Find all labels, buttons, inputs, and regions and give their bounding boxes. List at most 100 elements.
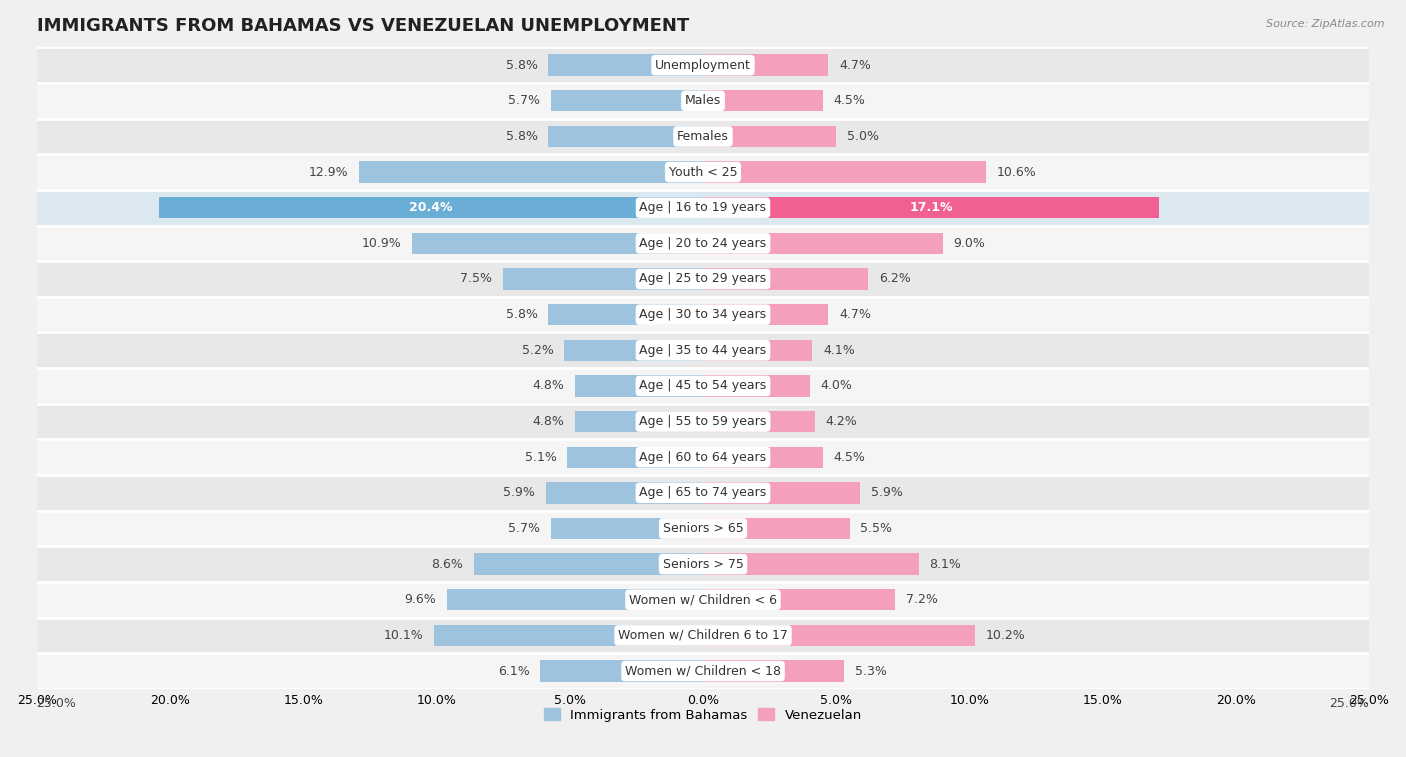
Text: 5.8%: 5.8% <box>506 58 537 72</box>
Text: 5.9%: 5.9% <box>870 486 903 500</box>
Bar <box>548 304 703 326</box>
Bar <box>575 375 703 397</box>
Bar <box>575 411 703 432</box>
Text: 10.1%: 10.1% <box>384 629 423 642</box>
Bar <box>703 553 920 575</box>
Bar <box>548 126 703 147</box>
Text: 25.0%: 25.0% <box>37 696 76 709</box>
Text: 10.9%: 10.9% <box>361 237 402 250</box>
Text: 7.2%: 7.2% <box>905 593 938 606</box>
Text: Males: Males <box>685 95 721 107</box>
Bar <box>703 518 849 539</box>
Bar <box>37 261 1369 297</box>
Bar <box>703 268 869 290</box>
Bar <box>37 403 1369 439</box>
Bar <box>548 55 703 76</box>
Bar <box>540 660 703 682</box>
Text: 4.7%: 4.7% <box>839 308 870 321</box>
Bar <box>551 518 703 539</box>
Bar <box>412 232 703 254</box>
Bar <box>503 268 703 290</box>
Bar <box>703 197 1159 219</box>
Text: Age | 16 to 19 years: Age | 16 to 19 years <box>640 201 766 214</box>
Text: Age | 35 to 44 years: Age | 35 to 44 years <box>640 344 766 357</box>
Bar <box>564 340 703 361</box>
Text: Age | 30 to 34 years: Age | 30 to 34 years <box>640 308 766 321</box>
Text: Females: Females <box>678 130 728 143</box>
Bar <box>359 161 703 182</box>
Bar <box>703 161 986 182</box>
Text: 5.9%: 5.9% <box>503 486 536 500</box>
Text: IMMIGRANTS FROM BAHAMAS VS VENEZUELAN UNEMPLOYMENT: IMMIGRANTS FROM BAHAMAS VS VENEZUELAN UN… <box>37 17 689 35</box>
Bar <box>703 411 815 432</box>
Bar <box>703 375 810 397</box>
Bar <box>37 297 1369 332</box>
Bar <box>447 589 703 610</box>
Text: 5.0%: 5.0% <box>846 130 879 143</box>
Bar <box>546 482 703 503</box>
Text: Women w/ Children < 18: Women w/ Children < 18 <box>626 665 780 678</box>
Text: Unemployment: Unemployment <box>655 58 751 72</box>
Bar <box>37 226 1369 261</box>
Text: 4.8%: 4.8% <box>533 379 564 392</box>
Bar <box>37 83 1369 119</box>
Bar <box>37 653 1369 689</box>
Text: 4.2%: 4.2% <box>825 415 858 428</box>
Bar <box>37 48 1369 83</box>
Text: 9.6%: 9.6% <box>405 593 436 606</box>
Text: Women w/ Children < 6: Women w/ Children < 6 <box>628 593 778 606</box>
Bar <box>37 332 1369 368</box>
Bar <box>703 304 828 326</box>
Text: Age | 45 to 54 years: Age | 45 to 54 years <box>640 379 766 392</box>
Text: 17.1%: 17.1% <box>910 201 953 214</box>
Text: 25.0%: 25.0% <box>1330 696 1369 709</box>
Text: Age | 55 to 59 years: Age | 55 to 59 years <box>640 415 766 428</box>
Bar <box>37 582 1369 618</box>
Bar <box>703 232 943 254</box>
Text: 5.7%: 5.7% <box>509 522 540 535</box>
Text: 20.4%: 20.4% <box>409 201 453 214</box>
Bar <box>703 126 837 147</box>
Bar <box>703 625 974 646</box>
Text: 4.8%: 4.8% <box>533 415 564 428</box>
Bar <box>37 119 1369 154</box>
Bar <box>37 439 1369 475</box>
Bar <box>474 553 703 575</box>
Bar <box>37 190 1369 226</box>
Bar <box>37 511 1369 547</box>
Text: 12.9%: 12.9% <box>309 166 349 179</box>
Bar <box>703 482 860 503</box>
Text: 5.2%: 5.2% <box>522 344 554 357</box>
Bar <box>159 197 703 219</box>
Text: Youth < 25: Youth < 25 <box>669 166 737 179</box>
Text: 8.6%: 8.6% <box>432 558 463 571</box>
Bar <box>37 368 1369 403</box>
Text: 6.1%: 6.1% <box>498 665 530 678</box>
Bar <box>434 625 703 646</box>
Text: 8.1%: 8.1% <box>929 558 962 571</box>
Text: 4.0%: 4.0% <box>820 379 852 392</box>
Bar <box>37 154 1369 190</box>
Text: 4.1%: 4.1% <box>823 344 855 357</box>
Bar <box>703 90 823 111</box>
Text: Age | 60 to 64 years: Age | 60 to 64 years <box>640 450 766 464</box>
Bar <box>703 589 896 610</box>
Bar <box>703 340 813 361</box>
Text: 4.5%: 4.5% <box>834 450 866 464</box>
Bar <box>703 55 828 76</box>
Bar <box>37 547 1369 582</box>
Legend: Immigrants from Bahamas, Venezuelan: Immigrants from Bahamas, Venezuelan <box>538 703 868 727</box>
Text: 5.8%: 5.8% <box>506 308 537 321</box>
Text: Seniors > 65: Seniors > 65 <box>662 522 744 535</box>
Bar <box>37 618 1369 653</box>
Text: 6.2%: 6.2% <box>879 273 911 285</box>
Text: 10.6%: 10.6% <box>997 166 1036 179</box>
Bar <box>37 190 1369 226</box>
Bar <box>37 475 1369 511</box>
Text: Age | 65 to 74 years: Age | 65 to 74 years <box>640 486 766 500</box>
Text: Age | 20 to 24 years: Age | 20 to 24 years <box>640 237 766 250</box>
Text: 5.3%: 5.3% <box>855 665 887 678</box>
Text: Source: ZipAtlas.com: Source: ZipAtlas.com <box>1267 19 1385 29</box>
Text: Seniors > 75: Seniors > 75 <box>662 558 744 571</box>
Text: 5.5%: 5.5% <box>860 522 893 535</box>
